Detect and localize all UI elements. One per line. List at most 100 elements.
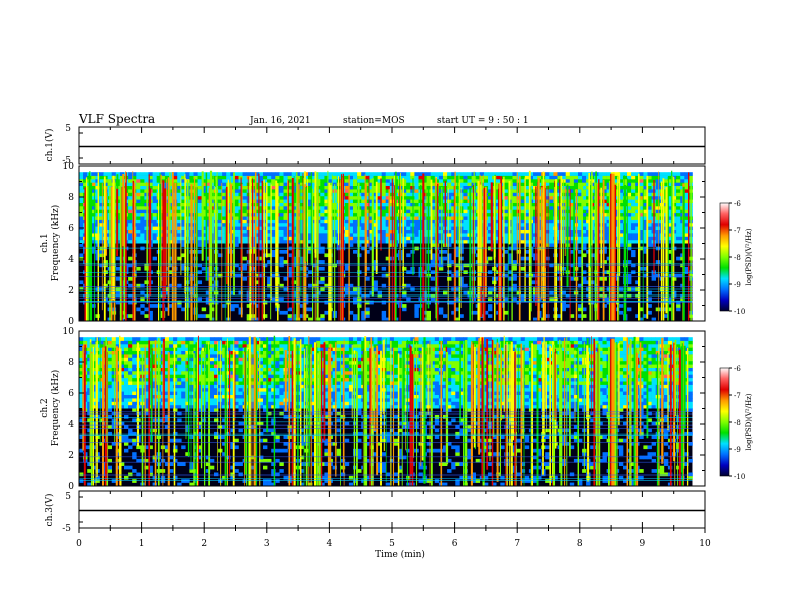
spectrogram-cell [169,199,174,203]
spectrogram-cell [569,216,575,220]
spectrogram-cell [422,182,427,186]
spectrogram-cell [406,172,411,176]
spectrogram-cell [119,377,125,382]
spectrogram-cell [504,189,509,193]
spectrogram-cell [643,202,648,207]
spectrogram-cell [87,401,92,406]
spectrogram-cell [508,253,513,258]
spectrogram-cell [87,367,92,372]
spectrogram-cell [406,206,411,210]
spectrogram-cell [414,179,419,183]
spectrogram-cell [361,189,366,193]
spectrogram-cell [299,195,305,200]
spectrogram-cell [430,212,436,217]
spectrogram-cell [348,216,354,220]
spectrogram-cell [99,354,104,358]
spectrogram-cell [91,175,96,180]
spectrogram-cell [128,283,133,288]
spectrogram-cell [639,226,644,230]
spectrogram-cell [524,179,530,183]
spectrogram-cell [365,239,370,244]
spectrogram-cell [459,219,464,224]
spectrogram-cell [496,172,501,176]
spectrogram-cell [438,189,444,193]
spectrogram-cell [533,182,538,186]
spectrogram-cell [115,367,121,372]
spectrogram-cell [353,179,358,183]
spectrogram-cell [627,212,632,217]
spectrogram-cell [181,219,186,224]
spectrogram-cell [164,206,170,210]
spectrogram-cell [312,202,317,207]
spectrogram-cell [512,212,517,217]
spectrogram-cell [234,199,239,203]
spectrogram-cell [234,219,239,224]
spectrogram-cell [124,398,129,402]
header-station: station=MOS [343,116,405,126]
spectrogram-cell [504,192,509,197]
spectrogram-cell [414,195,419,200]
spectrogram-cell [136,185,141,190]
spectrogram-cell [279,229,284,234]
spectrogram-cell [549,175,554,180]
spectrogram-cell [136,236,141,241]
spectrogram-cell [606,199,611,203]
spectrogram-cell [475,179,481,183]
spectrogram-cell [128,404,133,409]
spectrogram-cell [578,236,583,241]
spectrogram-cell [385,212,391,217]
spectrogram-cell [422,239,427,244]
spectrogram-cell [508,277,513,281]
spectrogram-cell [402,195,407,200]
spectrogram-cell [107,354,112,358]
spectrogram-cell [320,250,325,254]
spectrogram-cell [549,195,554,200]
spectrogram-cell [676,179,681,183]
spectrogram-cell [308,233,313,237]
colorbar-tick-label: -9 [734,281,741,289]
spectrogram-cell [524,182,530,186]
spectrogram-cell [455,246,460,251]
spectrogram-cell [218,219,223,224]
spectrogram-cell [365,250,370,254]
spectrogram-cell [447,192,452,197]
spectrogram-cell [504,182,509,186]
spectrogram-cell [606,233,611,237]
spectrogram-cell [512,243,517,247]
spectrogram-cell [500,185,505,190]
spectrogram-cell [438,212,444,217]
spectrogram-cell [459,246,464,251]
spectrogram-cell [312,195,317,200]
spectrogram-cell [124,438,129,443]
spectrogram-cell [254,182,260,186]
spectrogram-cell [447,202,452,207]
spectrogram-cell [500,212,505,217]
spectrogram-cell [111,387,117,392]
spectrogram-cell [639,192,644,197]
spectrogram-cell [406,182,411,186]
spectrogram-cell [578,212,583,217]
spectrogram-cell [128,465,133,470]
spectrogram-cell [639,239,644,244]
spectrogram-cell [308,270,313,274]
spectrogram-cell [516,222,521,227]
spectrogram-cell [438,266,444,271]
spectrogram-cell [193,179,198,183]
spectrogram-cell [557,314,562,318]
spectrogram-cell [107,377,112,382]
spectrogram-cell [602,229,607,234]
spectrogram-cell [222,212,227,217]
spectrogram-cell [177,199,182,203]
spectrogram-cell [353,192,358,197]
spectrogram-cell [115,421,121,426]
spectrogram-cell [430,297,436,301]
spectrogram-cell [618,226,624,230]
spectrogram-cell [308,229,313,234]
spectrogram-cell [177,239,182,244]
spectrogram-cell [422,199,427,203]
spectrogram-cell [508,260,513,264]
spectrogram-cell [115,337,121,341]
spectrogram-cell [639,317,644,321]
spectrogram-cell [234,175,239,180]
spectrogram-cell [443,250,448,254]
